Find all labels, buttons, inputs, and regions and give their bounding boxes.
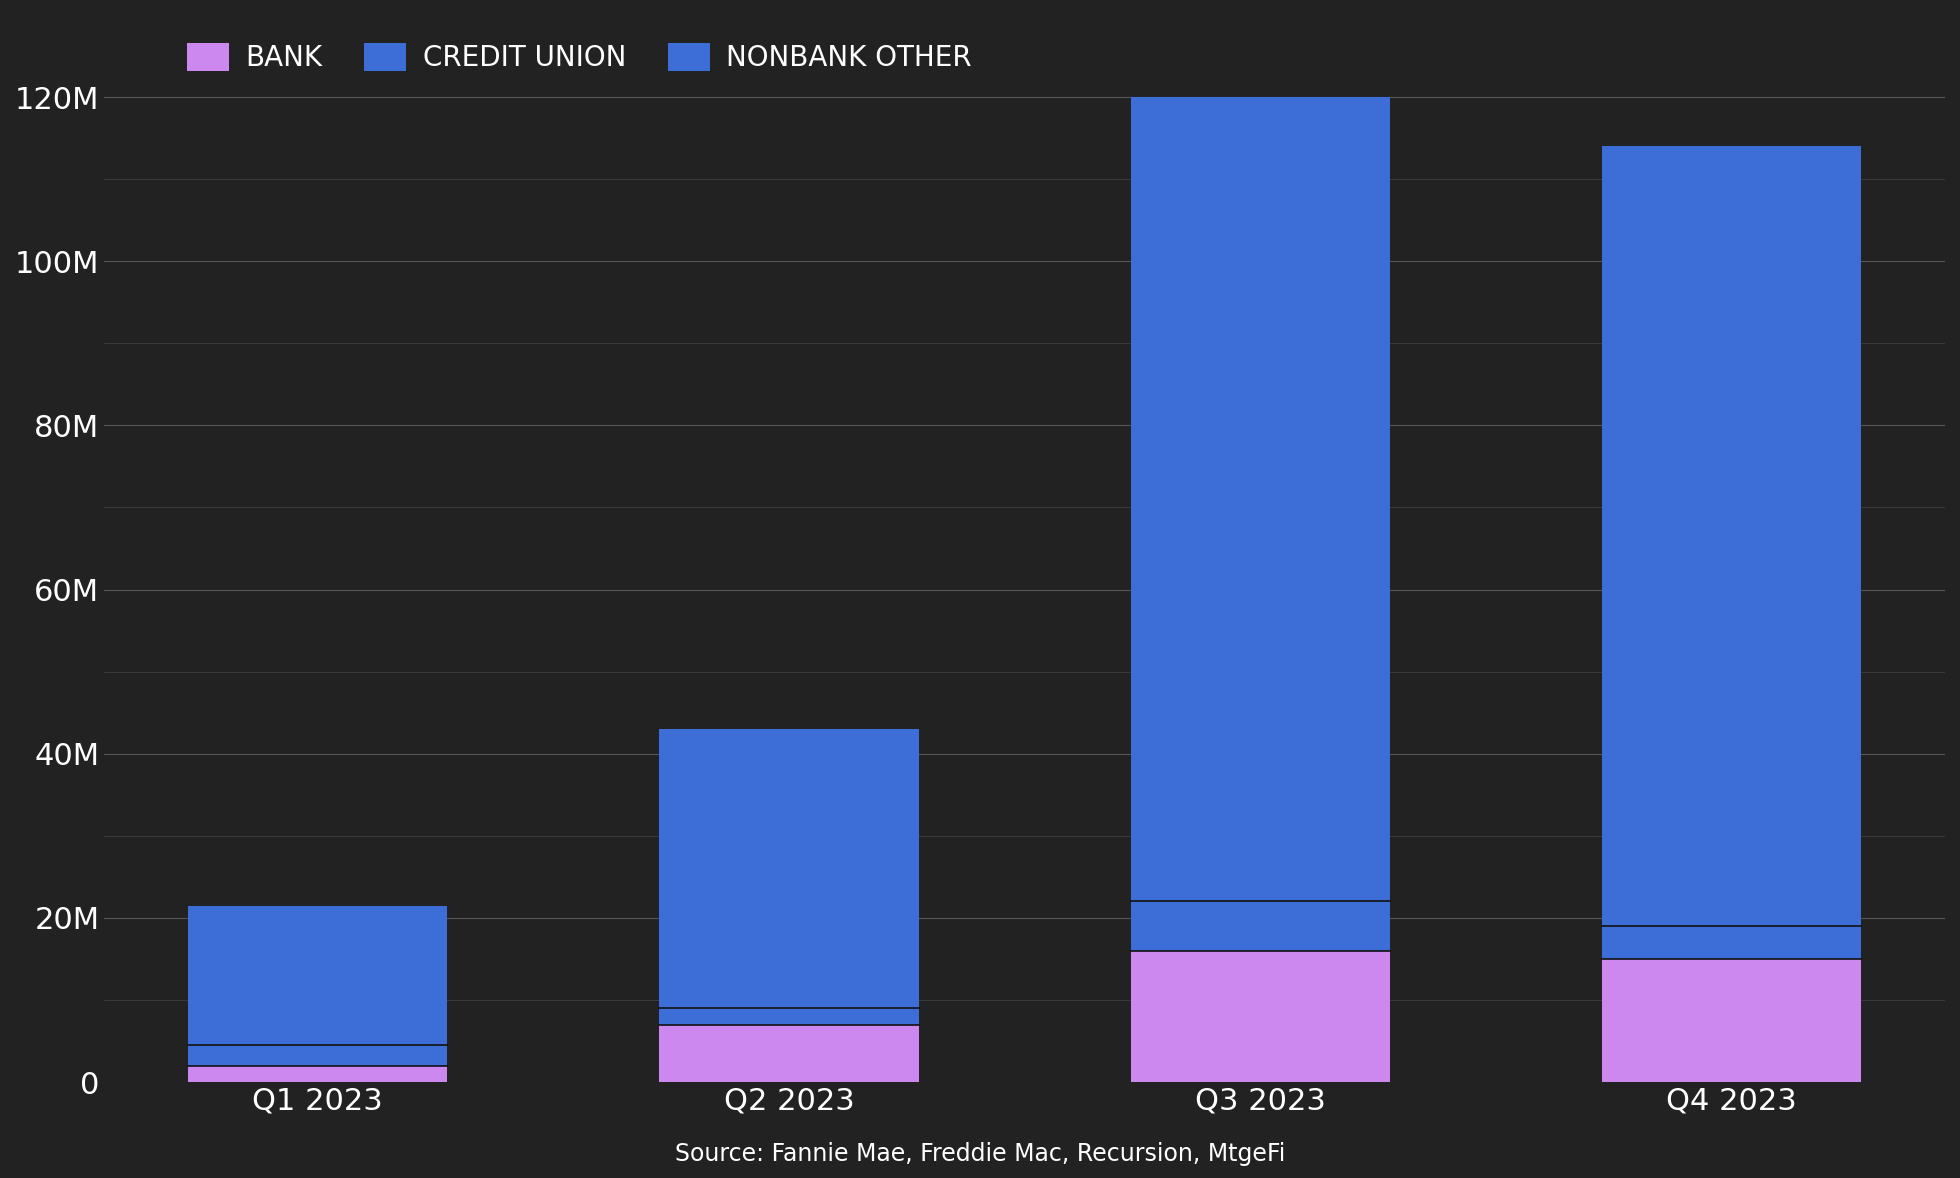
Bar xyxy=(659,729,919,1008)
Legend: BANK, CREDIT UNION, NONBANK OTHER: BANK, CREDIT UNION, NONBANK OTHER xyxy=(174,29,986,86)
Bar xyxy=(188,1066,447,1083)
Bar xyxy=(188,906,447,1045)
Text: Source: Fannie Mae, Freddie Mac, Recursion, MtgeFi: Source: Fannie Mae, Freddie Mac, Recursi… xyxy=(674,1143,1286,1166)
Bar xyxy=(1131,901,1390,951)
Bar xyxy=(659,1025,919,1083)
Bar xyxy=(1131,97,1390,901)
Bar xyxy=(659,1008,919,1025)
Bar xyxy=(1601,146,1862,926)
Bar xyxy=(1131,951,1390,1083)
Bar xyxy=(188,1045,447,1066)
Bar xyxy=(1601,926,1862,959)
Bar xyxy=(1601,959,1862,1083)
